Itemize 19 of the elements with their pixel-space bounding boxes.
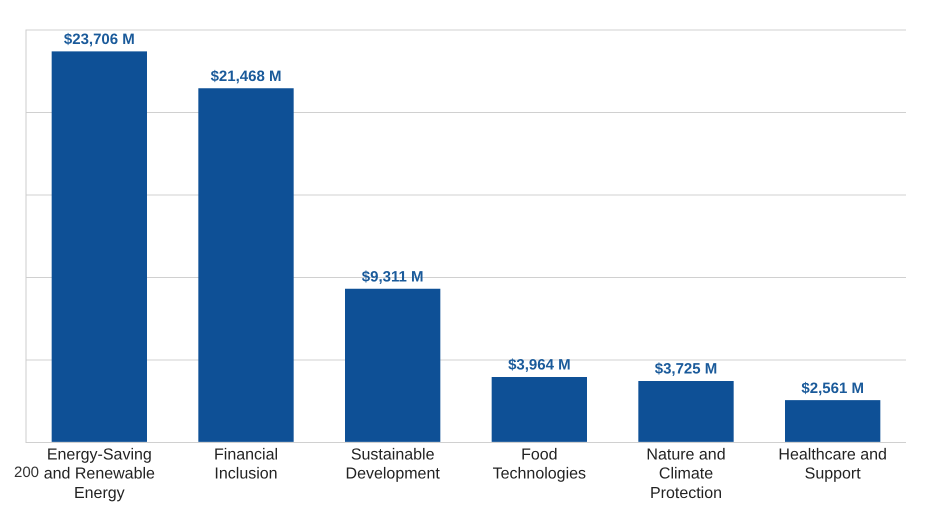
bar: [198, 88, 294, 442]
data-label: $21,468 M: [210, 68, 282, 85]
text: 200: [14, 464, 40, 481]
data-label: $2,561 M: [801, 380, 864, 397]
bar: [492, 377, 587, 442]
bar: [52, 51, 147, 442]
data-label: $3,725 M: [654, 360, 718, 378]
x-tick-label: Healthcare and Support: [778, 446, 887, 483]
bar: [345, 288, 440, 442]
data-label: $9,311 M: [362, 268, 424, 286]
x-tick-label: Food Technologies: [492, 446, 586, 483]
x-tick-label: Energy-Saving and Renewable Energy: [44, 446, 156, 502]
bar: [785, 400, 880, 442]
x-tick-label: Financial Inclusion: [214, 446, 278, 483]
x-tick-label: Nature and Climate Protection: [646, 446, 726, 502]
x-tick-label: Sustainable Development: [346, 446, 440, 483]
bar: [638, 380, 734, 442]
data-label: $23,706 M: [64, 30, 135, 48]
data-label: $3,964 M: [508, 356, 571, 374]
